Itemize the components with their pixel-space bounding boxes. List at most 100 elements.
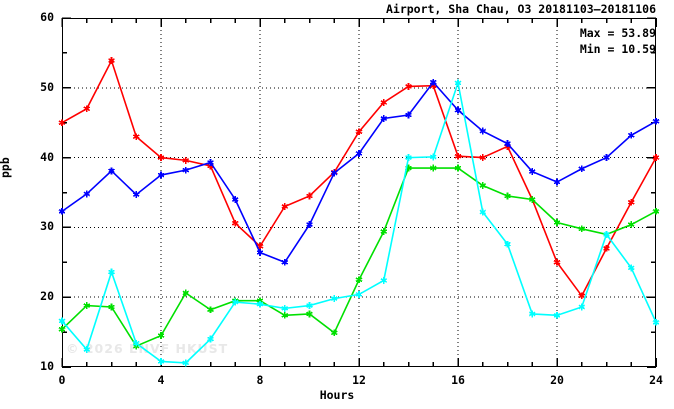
data-point-marker: [380, 115, 388, 122]
data-point-marker: [603, 230, 610, 238]
data-point-marker: [454, 164, 462, 172]
data-point-marker: [108, 303, 115, 311]
min-value-label: Min = 10.59: [579, 41, 656, 56]
marker-stroke: [380, 100, 388, 105]
marker-stroke: [380, 229, 388, 234]
marker-stroke: [380, 278, 388, 283]
data-point-marker: [627, 264, 635, 272]
data-point-marker: [330, 329, 338, 337]
marker-stroke: [652, 208, 660, 214]
data-point-marker: [157, 332, 165, 339]
marker-stroke: [281, 312, 289, 318]
data-point-marker: [306, 302, 313, 309]
marker-stroke: [330, 170, 338, 176]
data-point-marker: [231, 219, 239, 227]
data-point-marker: [355, 276, 363, 284]
marker-stroke: [627, 132, 635, 138]
marker-stroke: [108, 269, 115, 275]
y-axis-tick-label: 30: [40, 219, 54, 234]
data-point-marker: [528, 168, 536, 175]
data-point-marker: [627, 131, 635, 139]
marker-stroke: [454, 80, 462, 86]
data-point-marker: [83, 190, 91, 198]
marker-stroke: [479, 209, 487, 215]
marker-stroke: [83, 191, 91, 197]
marker-stroke: [603, 245, 610, 251]
data-point-marker: [281, 311, 289, 319]
x-axis-tick-label: 24: [649, 373, 663, 387]
data-point-marker: [182, 289, 190, 297]
y-axis-tick-label: 50: [40, 79, 54, 94]
data-point-marker: [479, 154, 487, 161]
marker-stroke: [627, 265, 635, 271]
marker-stroke: [83, 106, 91, 112]
marker-stroke: [429, 79, 437, 85]
data-point-marker: [157, 154, 165, 161]
data-point-marker: [306, 310, 313, 318]
data-point-marker: [380, 228, 388, 235]
data-point-marker: [355, 150, 363, 157]
marker-stroke: [504, 141, 511, 147]
marker-stroke: [132, 340, 140, 346]
data-point-marker: [652, 154, 660, 161]
marker-stroke: [108, 304, 115, 310]
marker-stroke: [355, 292, 363, 297]
marker-stroke: [504, 193, 511, 199]
x-axis-tick-label: 20: [550, 373, 564, 387]
data-point-marker: [58, 119, 66, 127]
watermark: © 2026 ENVF HKUST: [66, 341, 229, 356]
marker-stroke: [182, 290, 190, 296]
marker-stroke: [578, 304, 586, 310]
marker-stroke: [306, 303, 313, 308]
marker-stroke: [157, 172, 165, 178]
data-point-marker: [454, 152, 462, 160]
marker-stroke: [281, 259, 289, 265]
marker-stroke: [553, 259, 561, 265]
data-point-marker: [578, 303, 586, 311]
data-point-marker: [83, 302, 91, 309]
marker-stroke: [578, 293, 586, 299]
marker-stroke: [429, 154, 437, 160]
data-point-marker: [652, 117, 660, 125]
x-axis-title: Hours: [319, 388, 355, 402]
data-point-marker: [256, 249, 264, 256]
marker-stroke: [231, 197, 239, 202]
marker-stroke: [355, 129, 363, 135]
data-point-marker: [479, 182, 487, 189]
x-axis-tick-label: 12: [352, 373, 366, 387]
data-point-marker: [479, 208, 487, 216]
marker-stroke: [157, 359, 165, 364]
marker-stroke: [182, 157, 190, 163]
marker-stroke: [553, 220, 561, 225]
marker-stroke: [429, 165, 437, 171]
data-point-marker: [108, 268, 115, 276]
marker-stroke: [306, 222, 313, 228]
data-point-marker: [578, 225, 586, 233]
marker-stroke: [603, 155, 610, 160]
marker-stroke: [281, 305, 289, 311]
marker-stroke: [182, 360, 190, 366]
data-point-marker: [330, 169, 338, 177]
data-point-marker: [355, 291, 363, 298]
marker-stroke: [528, 311, 536, 317]
data-point-marker: [578, 292, 586, 300]
data-point-marker: [182, 166, 190, 174]
marker-stroke: [553, 312, 561, 318]
marker-stroke: [157, 333, 165, 338]
data-point-marker: [231, 298, 239, 306]
marker-stroke: [405, 155, 412, 160]
marker-stroke: [355, 277, 363, 283]
data-point-marker: [553, 178, 561, 186]
marker-stroke: [83, 303, 91, 308]
marker-stroke: [405, 84, 412, 89]
x-axis-tick-label: 8: [256, 373, 264, 387]
data-point-marker: [429, 78, 437, 86]
marker-stroke: [652, 155, 660, 160]
data-point-marker: [553, 311, 561, 319]
data-point-marker: [405, 154, 412, 161]
data-point-marker: [553, 258, 561, 266]
data-point-marker: [157, 358, 165, 365]
data-point-marker: [578, 165, 586, 173]
marker-stroke: [231, 220, 239, 226]
chart-title: Airport, Sha Chau, O3 20181103–20181106: [385, 2, 656, 16]
